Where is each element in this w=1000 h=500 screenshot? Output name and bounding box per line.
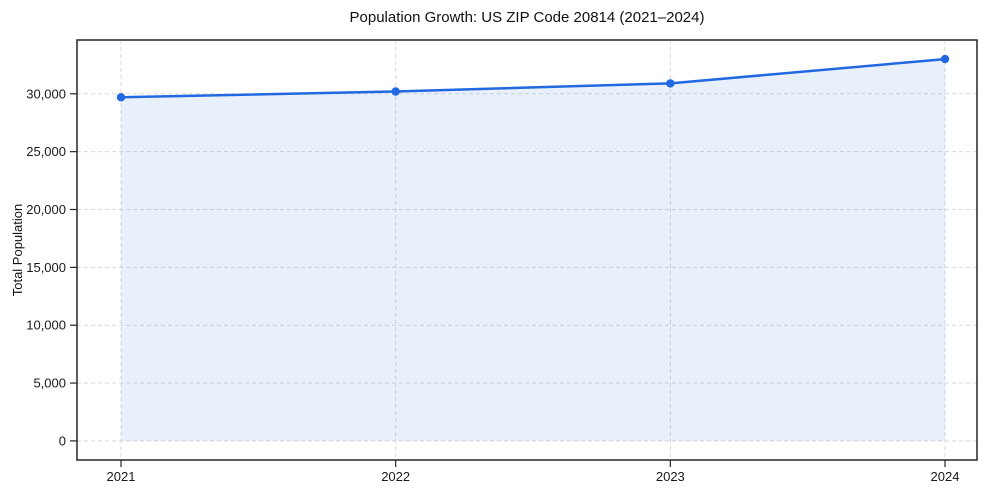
plot-background bbox=[77, 40, 977, 460]
x-tick-label: 2022 bbox=[381, 469, 410, 484]
x-tick-label: 2024 bbox=[931, 469, 960, 484]
data-point-marker bbox=[116, 93, 126, 102]
y-tick-label: 20,000 bbox=[26, 202, 66, 217]
y-tick-label: 0 bbox=[59, 433, 66, 448]
data-point-marker bbox=[666, 79, 675, 88]
y-tick-label: 10,000 bbox=[26, 318, 66, 333]
y-axis-title: Total Population bbox=[10, 203, 25, 297]
x-tick-label: 2023 bbox=[656, 469, 685, 484]
data-point-marker bbox=[391, 87, 400, 96]
y-tick-label: 30,000 bbox=[26, 86, 66, 101]
x-tick-label: 2021 bbox=[107, 469, 136, 484]
chart-title: Population Growth: US ZIP Code 20814 (20… bbox=[349, 9, 705, 26]
y-tick-label: 25,000 bbox=[26, 144, 66, 159]
area-fill bbox=[121, 59, 945, 441]
y-tick-label: 15,000 bbox=[26, 260, 66, 275]
data-point-marker bbox=[940, 54, 950, 64]
y-tick-label: 5,000 bbox=[33, 376, 66, 391]
plot-border bbox=[76, 39, 978, 461]
series-line bbox=[119, 57, 947, 99]
